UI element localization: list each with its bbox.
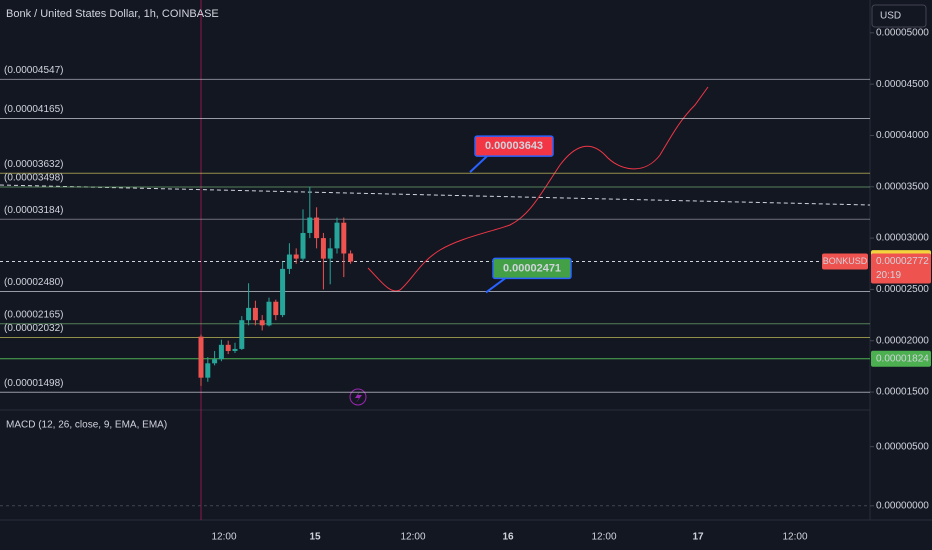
- callout-pointer: [485, 277, 506, 294]
- y-tick-label: 0.00005000: [876, 27, 929, 38]
- y-tick-label: 0.00002500: [876, 284, 929, 295]
- macd-tick-label: 0.00000500: [876, 441, 929, 452]
- forecast-path: [367, 86, 709, 292]
- x-tick-label: 12:00: [400, 532, 425, 543]
- price-tag: [871, 253, 931, 284]
- level-label: (0.00003498): [4, 173, 64, 184]
- y-tick-label: 0.00003500: [876, 181, 929, 192]
- symbol-tag: [822, 253, 868, 270]
- candle-body: [225, 344, 231, 351]
- candle-body: [266, 301, 272, 326]
- candle-body: [293, 254, 299, 259]
- x-tick-label: 12:00: [211, 532, 236, 543]
- candle-body: [280, 268, 286, 316]
- y-tick-label: 0.00004500: [876, 79, 929, 90]
- level-label: (0.00002032): [4, 323, 64, 334]
- x-tick-label: 16: [502, 532, 514, 543]
- candle-body: [334, 222, 340, 249]
- candle-body: [341, 222, 347, 254]
- macd-tick-label: 0.00000000: [876, 500, 929, 511]
- level-label: (0.00003184): [4, 205, 64, 216]
- callout-label: 0.00003643: [485, 140, 543, 152]
- currency-label[interactable]: USD: [880, 11, 901, 22]
- candle-body: [232, 348, 238, 351]
- chart-title: Bonk / United States Dollar, 1h, COINBAS…: [6, 8, 219, 20]
- candle-body: [300, 232, 306, 259]
- level-label: (0.00002480): [4, 277, 64, 288]
- countdown: 20:19: [876, 270, 901, 281]
- x-tick-label: 17: [692, 532, 704, 543]
- y-tick-label: 0.00004000: [876, 130, 929, 141]
- candle-body: [212, 359, 218, 364]
- candle-body: [246, 307, 252, 321]
- price-tag: [871, 350, 931, 367]
- candle-body: [327, 248, 333, 259]
- trend-line: [0, 184, 871, 206]
- level-label: (0.00004165): [4, 104, 64, 115]
- level-label: (0.00004547): [4, 65, 64, 76]
- candle-body: [259, 320, 265, 326]
- x-tick-label: 12:00: [782, 532, 807, 543]
- price-tag-label: 0.00001824: [876, 353, 929, 364]
- level-label: (0.00003632): [4, 159, 64, 170]
- candle-body: [314, 217, 320, 239]
- price-tag-label: 0.00002772: [876, 256, 929, 267]
- candle-body: [239, 320, 245, 349]
- x-tick-label: 15: [309, 532, 321, 543]
- callout-box: [474, 135, 554, 157]
- y-tick-label: 0.00002000: [876, 335, 929, 346]
- candle-body: [307, 217, 313, 233]
- event-icon[interactable]: [349, 388, 367, 406]
- candle-body: [286, 254, 292, 269]
- callout-pointer: [469, 155, 488, 173]
- level-label: (0.00002165): [4, 309, 64, 320]
- callout-label: 0.00002471: [503, 262, 561, 274]
- currency-button[interactable]: [871, 4, 927, 28]
- y-tick-label: 0.00003000: [876, 233, 929, 244]
- indicator-label: MACD (12, 26, close, 9, EMA, EMA): [6, 420, 167, 431]
- candle-body: [252, 307, 258, 321]
- candle-body: [218, 344, 224, 360]
- candle-body: [320, 238, 326, 259]
- candle-body: [198, 336, 204, 378]
- candle-body: [348, 253, 354, 262]
- x-tick-label: 12:00: [591, 532, 616, 543]
- symbol-label: BONKUSD: [823, 256, 868, 266]
- level-label: (0.00001498): [4, 378, 64, 389]
- callout-box: [492, 257, 572, 280]
- candle-body: [273, 301, 279, 316]
- event-icon-bolt: [355, 391, 362, 403]
- candle-body: [205, 363, 211, 378]
- y-tick-label: 0.00001500: [876, 387, 929, 398]
